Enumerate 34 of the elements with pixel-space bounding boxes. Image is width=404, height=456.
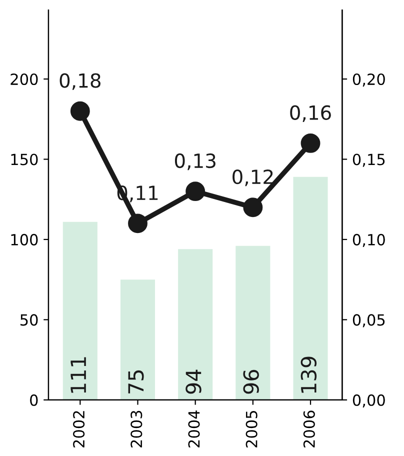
y-tick-label: 150 xyxy=(11,154,38,166)
data-label: 111 xyxy=(70,357,86,393)
x-tick-label: 2006 xyxy=(303,410,315,448)
point xyxy=(186,182,206,202)
data-label: 0,13 xyxy=(174,153,216,170)
y2-tick-label: 0,00 xyxy=(352,394,385,408)
x-tick-label: 2002 xyxy=(73,411,85,448)
bar xyxy=(236,246,270,400)
y-tick-label: 100 xyxy=(11,234,38,246)
y-tick-label: 200 xyxy=(10,73,38,86)
point xyxy=(300,133,320,153)
y2-tick-label: 0,05 xyxy=(352,314,385,328)
data-label: 94 xyxy=(186,370,202,394)
y2-tick-label: 0,15 xyxy=(352,154,385,167)
y2-tick-label: 0,20 xyxy=(352,73,385,87)
point xyxy=(128,214,148,234)
data-label: 0,12 xyxy=(232,169,273,186)
y-tick-label: 0 xyxy=(30,394,38,406)
data-label: 96 xyxy=(243,370,259,394)
bar xyxy=(293,176,328,400)
point xyxy=(70,101,90,121)
x-tick-label: 2004 xyxy=(188,410,200,448)
x-tick-label: 2003 xyxy=(130,410,142,448)
data-label: 75 xyxy=(128,370,144,394)
point xyxy=(243,198,263,218)
bar xyxy=(62,222,98,400)
bar xyxy=(178,249,213,400)
y2-tick-label: 0,10 xyxy=(352,234,385,248)
data-label: 0,18 xyxy=(60,73,100,90)
bar xyxy=(120,280,156,400)
data-label: 0,16 xyxy=(290,105,331,122)
x-tick-label: 2005 xyxy=(246,410,258,448)
data-label: 139 xyxy=(300,356,317,393)
y-tick-label: 50 xyxy=(20,314,38,326)
